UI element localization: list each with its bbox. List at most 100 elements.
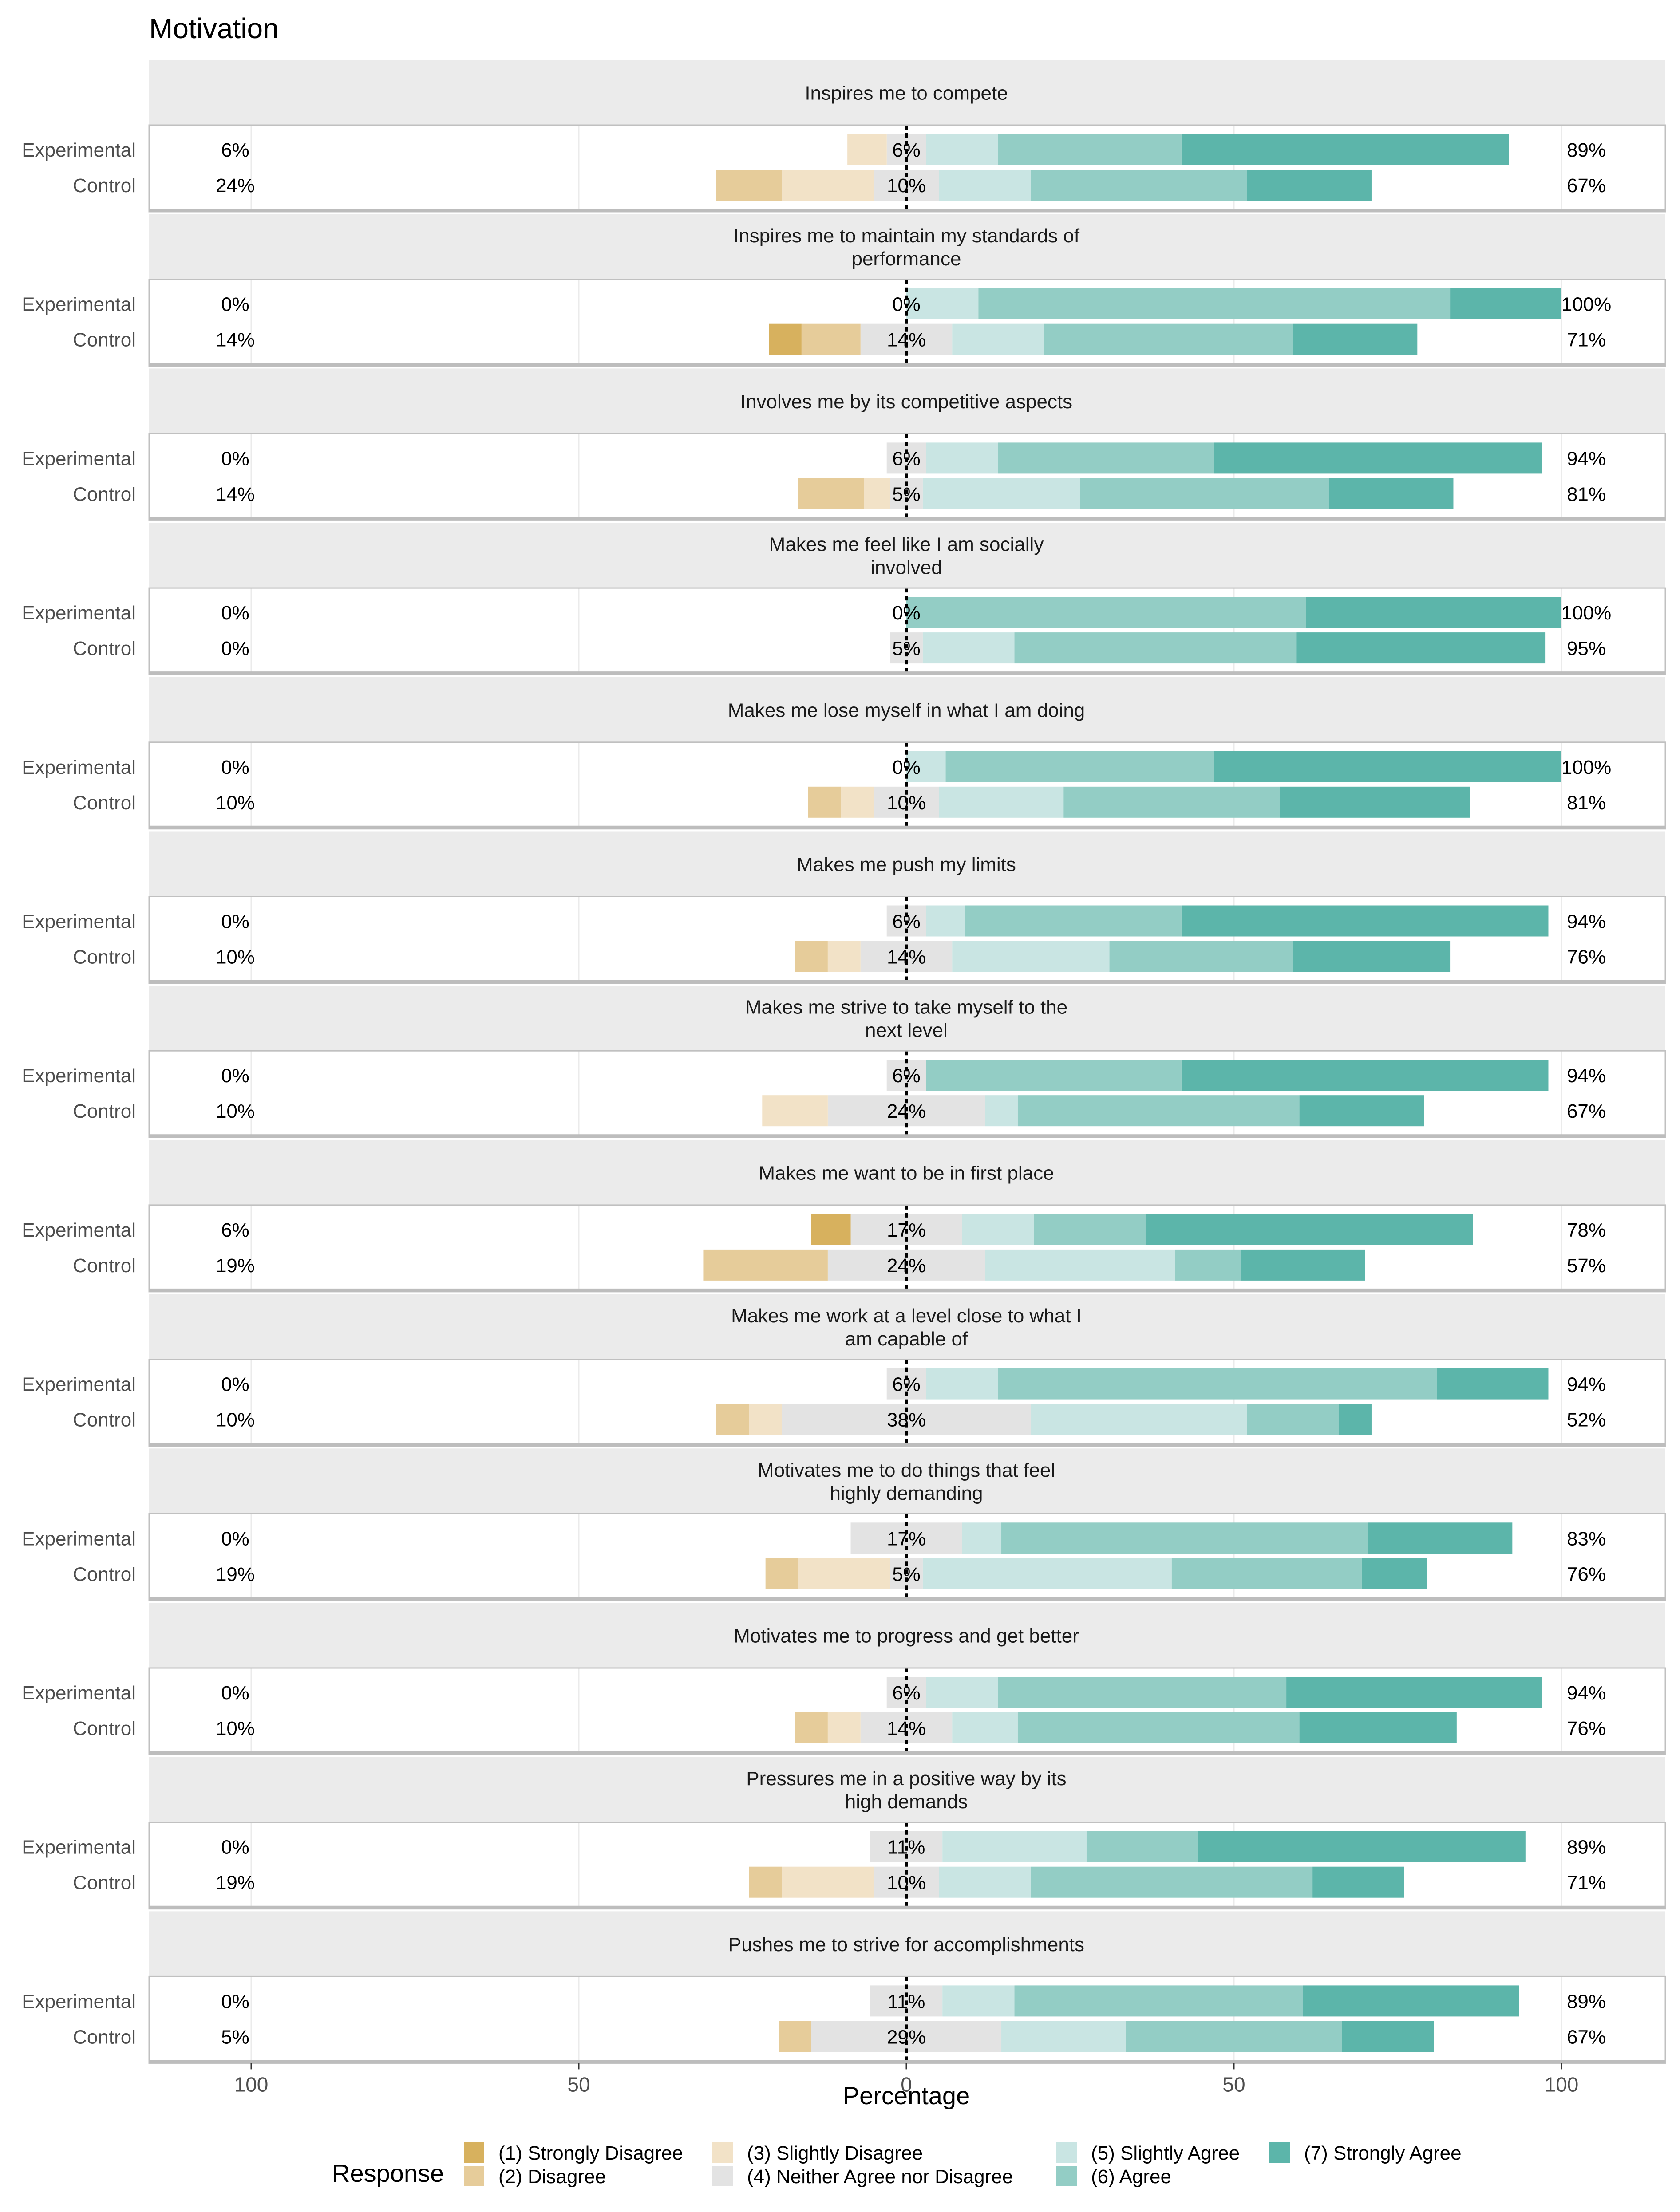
bar-segment [827,1712,861,1743]
bar-segment [795,1712,828,1743]
bar-segment [965,905,1182,937]
row-label: Control [73,638,136,659]
bar-segment [998,1368,1437,1400]
low-percent-label: 6% [221,139,249,161]
bar-segment [769,323,802,355]
bar-segment [1034,1214,1146,1245]
high-percent-label: 71% [1567,329,1606,351]
row-label: Control [73,1255,136,1277]
bar-segment [962,1522,1002,1554]
likert-row: Control 14% 5% 81% [73,478,1606,509]
bar-segment [906,478,923,509]
bar-segment [922,478,1080,509]
bar-segment [1031,170,1247,201]
row-label: Control [73,483,136,505]
high-percent-label: 76% [1567,1563,1606,1585]
bar-segment [886,1677,906,1708]
bar-segment [906,1866,939,1898]
likert-row: Control 10% 14% 76% [73,1712,1606,1743]
high-percent-label: 67% [1567,2026,1606,2048]
bar-segment [749,1404,782,1435]
facet-panel: Motivates me to do things that feelhighl… [22,1448,1666,1601]
facet-title: Makes me want to be in first place [759,1162,1054,1184]
bar-segment [886,1060,906,1091]
legend-item: (5) Slightly Agree [1056,2142,1240,2164]
facet-title: am capable of [845,1328,968,1350]
bar-segment [926,442,998,474]
bar-segment [827,1095,906,1127]
x-axis: 100 50 0 50 100 [234,2063,1578,2096]
bar-segment [782,170,874,201]
bar-segment [1017,1712,1300,1743]
facet-panel: Pushes me to strive for accomplishments E… [22,1911,1666,2064]
row-label: Experimental [22,1219,136,1241]
likert-row: Experimental 0% 0% 100% [22,288,1611,319]
row-label: Control [73,1872,136,1894]
facet-strip [149,1448,1665,1514]
row-label: Experimental [22,294,136,315]
row-label: Experimental [22,1991,136,2012]
bar-segment [874,786,906,818]
row-label: Experimental [22,1682,136,1704]
likert-row: Control 19% 5% 76% [73,1558,1606,1589]
facet-title: Makes me feel like I am socially [769,534,1044,556]
facet-strip [149,60,1665,125]
bar-segment [808,786,841,818]
bar-segment [906,1368,926,1400]
bar-segment [906,632,923,664]
low-percent-label: 0% [221,757,249,778]
low-percent-label: 19% [216,1563,255,1585]
likert-row: Control 0% 5% 95% [73,632,1606,664]
facet-strip [149,831,1665,897]
bar-segment [906,1249,985,1281]
row-label: Experimental [22,1065,136,1087]
high-percent-label: 67% [1567,1100,1606,1122]
likert-row: Control 10% 38% 52% [73,1404,1606,1435]
bar-segment [1171,1558,1362,1589]
low-percent-label: 24% [216,175,255,197]
bar-segment [886,1368,906,1400]
bar-segment [926,1677,998,1708]
high-percent-label: 57% [1567,1255,1606,1277]
low-percent-label: 10% [216,1409,255,1431]
high-percent-label: 78% [1567,1219,1606,1241]
bar-segment [801,323,861,355]
bar-segment [1181,1060,1549,1091]
legend-swatch [464,2166,484,2186]
row-label: Control [73,1409,136,1431]
bar-segment [906,597,1306,628]
bar-segment [890,632,906,664]
bar-segment [811,2021,906,2052]
likert-row: Control 5% 29% 67% [73,2021,1606,2052]
bar-segment [985,1095,1018,1127]
facet-title: Pressures me in a positive way by its [746,1768,1066,1790]
row-label: Experimental [22,139,136,161]
legend-swatch [1056,2166,1077,2186]
bar-segment [1214,442,1542,474]
facet-title: Inspires me to maintain my standards of [733,225,1080,247]
bar-segment [939,786,1064,818]
legend-label: (5) Slightly Agree [1091,2142,1240,2164]
bar-segment [942,1831,1087,1862]
low-percent-label: 14% [216,329,255,351]
low-percent-label: 10% [216,1100,255,1122]
facet-strip [149,677,1665,742]
legend-label: (2) Disagree [498,2166,606,2188]
bar-segment [874,170,906,201]
facet-panel: Motivates me to progress and get better E… [22,1603,1666,1755]
low-percent-label: 6% [221,1219,249,1241]
row-label: Control [73,2026,136,2048]
low-percent-label: 0% [221,294,249,315]
facet-strip [149,1757,1665,1822]
legend-item: (6) Agree [1056,2166,1171,2188]
facet-strip [149,986,1665,1051]
high-percent-label: 94% [1567,1374,1606,1396]
likert-row: Control 19% 24% 57% [73,1249,1606,1281]
bar-segment [850,1522,906,1554]
bar-segment [1293,323,1418,355]
facet-title: highly demanding [830,1483,983,1504]
bar-segment [1299,1095,1424,1127]
bar-segment [1214,751,1561,782]
bar-segment [1126,2021,1342,2052]
